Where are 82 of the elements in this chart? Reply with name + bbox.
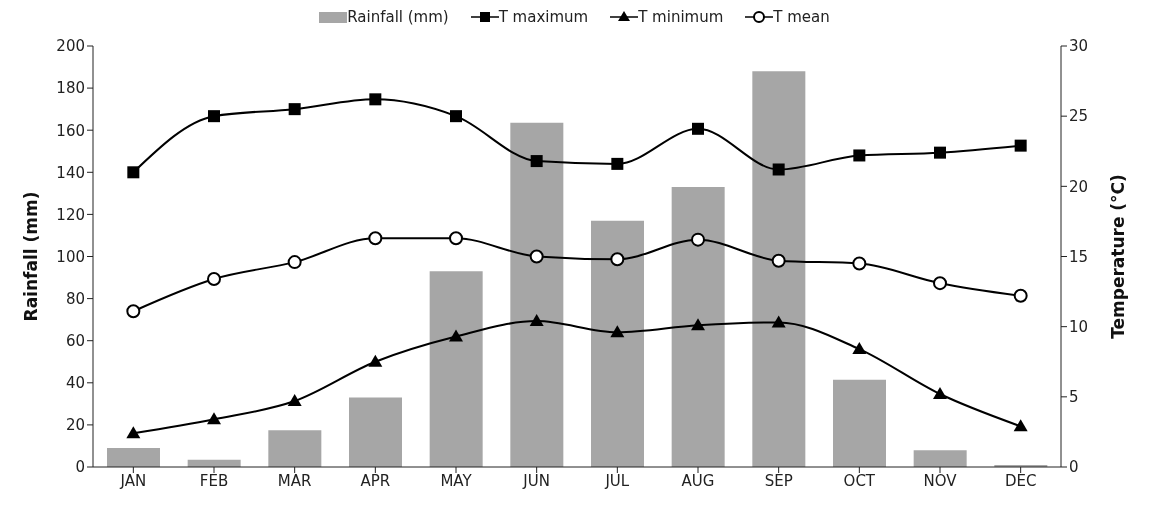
point xyxy=(450,110,462,123)
point xyxy=(287,394,302,407)
x-tick-label: JUN xyxy=(522,471,550,490)
y-tick-label: 0 xyxy=(75,458,85,477)
point xyxy=(611,157,624,170)
point xyxy=(1013,419,1028,432)
point xyxy=(208,110,220,123)
point xyxy=(771,253,786,268)
point xyxy=(368,231,383,246)
point xyxy=(1013,288,1028,303)
y-tick-label: 140 xyxy=(56,163,85,182)
y2-axis-title: Temperature (°C) xyxy=(1108,174,1129,339)
y-axis-title: Rainfall (mm) xyxy=(21,191,42,322)
bar xyxy=(349,397,402,467)
point xyxy=(610,252,625,267)
bar xyxy=(268,430,322,467)
point xyxy=(853,149,866,162)
point xyxy=(287,255,302,270)
point xyxy=(529,249,544,264)
y-tick-label: 20 xyxy=(65,416,85,435)
point xyxy=(529,314,544,327)
bar xyxy=(833,379,886,467)
point xyxy=(449,231,463,246)
x-tick-label: AUG xyxy=(681,471,715,490)
x-tick-label: MAY xyxy=(440,471,473,490)
x-tick-label: APR xyxy=(360,471,391,490)
point xyxy=(1014,139,1027,152)
point xyxy=(369,93,382,106)
legend-label: T mean xyxy=(773,8,830,26)
point xyxy=(207,412,221,425)
legend-label: T minimum xyxy=(638,8,724,26)
y-tick-label: 120 xyxy=(56,205,85,224)
x-tick-label: JUL xyxy=(604,471,630,490)
y-tick-label: 200 xyxy=(56,37,85,56)
point xyxy=(691,318,705,331)
y-tick-label: 160 xyxy=(56,121,85,140)
y2-tick-label: 25 xyxy=(1069,107,1089,126)
y-tick-label: 100 xyxy=(56,247,85,266)
bar xyxy=(510,122,564,467)
y-tick-label: 40 xyxy=(65,374,85,393)
point xyxy=(127,166,140,179)
bar xyxy=(107,448,160,467)
point xyxy=(126,304,141,319)
x-tick-label: OCT xyxy=(843,471,876,490)
bar xyxy=(913,450,967,467)
bar xyxy=(429,271,483,467)
point xyxy=(692,122,704,135)
point xyxy=(933,387,947,400)
point xyxy=(530,155,543,168)
point xyxy=(126,426,141,439)
point xyxy=(933,276,947,291)
bar xyxy=(671,187,725,467)
x-tick-label: MAR xyxy=(277,471,312,490)
point xyxy=(934,146,946,159)
y2-tick-label: 5 xyxy=(1069,388,1079,407)
y2-tick-label: 20 xyxy=(1069,177,1089,196)
y2-tick-label: 10 xyxy=(1069,317,1089,336)
point xyxy=(610,325,625,338)
point xyxy=(771,315,786,328)
y2-tick-label: 30 xyxy=(1069,37,1089,56)
bar xyxy=(752,71,806,467)
x-tick-label: SEP xyxy=(764,471,793,490)
y-tick-label: 180 xyxy=(56,79,85,98)
point xyxy=(772,163,785,176)
point xyxy=(288,103,301,116)
legend-label: T maximum xyxy=(498,8,589,26)
point xyxy=(852,256,867,271)
y-tick-label: 80 xyxy=(65,289,85,308)
point xyxy=(691,232,705,247)
y2-tick-label: 0 xyxy=(1069,458,1079,477)
y-tick-label: 60 xyxy=(65,332,85,351)
x-tick-label: FEB xyxy=(199,471,229,490)
point xyxy=(207,271,221,286)
x-tick-label: JAN xyxy=(119,471,147,490)
y2-tick-label: 15 xyxy=(1069,247,1089,266)
x-tick-label: NOV xyxy=(923,471,958,490)
point xyxy=(449,329,463,342)
bar xyxy=(591,220,644,467)
x-tick-label: DEC xyxy=(1004,471,1037,490)
legend-label: Rainfall (mm) xyxy=(347,8,449,26)
point xyxy=(368,354,383,367)
point xyxy=(852,342,867,355)
